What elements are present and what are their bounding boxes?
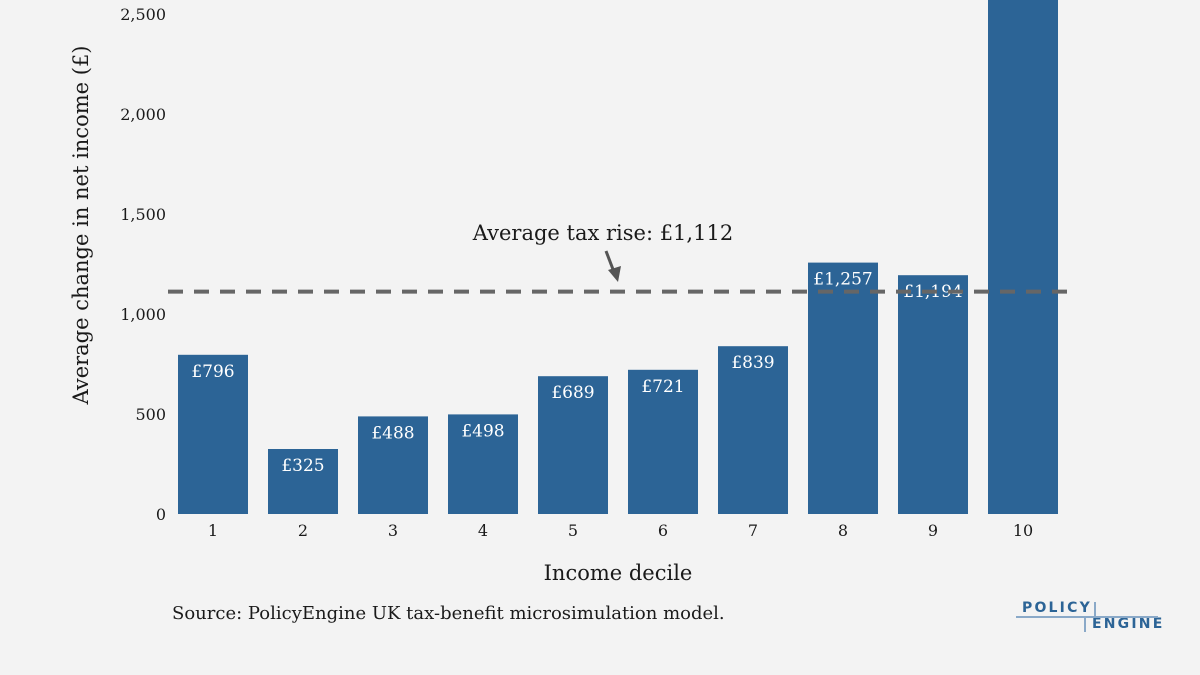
- y-tick-label: 2,500: [120, 5, 166, 24]
- logo-rule-vertical-bottom: [1084, 616, 1086, 632]
- y-tick-label: 1,500: [120, 205, 166, 224]
- bar-value-label: £721: [641, 377, 684, 397]
- reference-line-label: Average tax rise: £1,112: [472, 221, 733, 245]
- y-axis-title: Average change in net income (£): [69, 46, 93, 406]
- x-axis-title: Income decile: [544, 561, 693, 585]
- annotation-arrow-head: [608, 266, 621, 282]
- logo-rule-horizontal: [1016, 616, 1158, 618]
- bars-group: [178, 0, 1058, 514]
- bar-decile-8: [808, 262, 878, 514]
- x-tick-label: 8: [838, 521, 848, 540]
- x-tick-label: 10: [1013, 521, 1033, 540]
- bar-decile-9: [898, 275, 968, 514]
- bar-value-label: £498: [461, 421, 504, 441]
- y-tick-label: 1,000: [120, 305, 166, 324]
- bar-decile-4: [448, 414, 518, 514]
- policyengine-logo: POLICY ENGINE: [1016, 597, 1166, 637]
- x-tick-label: 1: [208, 521, 218, 540]
- bar-value-label: £689: [551, 383, 594, 403]
- bar-value-label: £839: [731, 353, 774, 373]
- x-tick-label: 5: [568, 521, 578, 540]
- bar-value-label: £325: [281, 456, 324, 476]
- y-tick-label: 2,000: [120, 105, 166, 124]
- x-tick-label: 3: [388, 521, 398, 540]
- y-tick-label: 500: [135, 405, 166, 424]
- source-note: Source: PolicyEngine UK tax-benefit micr…: [172, 603, 725, 624]
- bar-decile-10: [988, 0, 1058, 514]
- annotation-arrow: [604, 250, 616, 273]
- logo-rule-vertical-top: [1094, 602, 1096, 616]
- x-axis-ticks: 1 2 3 4 5 6 7 8 9 10: [208, 521, 1033, 540]
- logo-word-engine: ENGINE: [1092, 616, 1165, 632]
- x-tick-label: 9: [928, 521, 938, 540]
- bar-decile-3: [358, 416, 428, 514]
- bar-value-label: £1,257: [813, 270, 872, 290]
- bar-decile-2: [268, 449, 338, 514]
- x-tick-label: 2: [298, 521, 308, 540]
- bar-decile-6: [628, 369, 698, 514]
- x-tick-label: 6: [658, 521, 668, 540]
- y-tick-label: 0: [156, 505, 166, 524]
- y-axis-ticks: 0 500 1,000 1,500 2,000 2,500: [120, 5, 166, 524]
- bar-decile-1: [178, 354, 248, 514]
- bar-value-label: £488: [371, 423, 414, 443]
- x-tick-label: 7: [748, 521, 758, 540]
- bar-decile-7: [718, 346, 788, 514]
- bar-labels-group: £796£325£488£498£689£721£839£1,257£1,194: [191, 270, 962, 476]
- bar-value-label: £796: [191, 362, 234, 382]
- bar-decile-5: [538, 376, 608, 514]
- x-tick-label: 4: [478, 521, 488, 540]
- logo-word-policy: POLICY: [1022, 600, 1092, 616]
